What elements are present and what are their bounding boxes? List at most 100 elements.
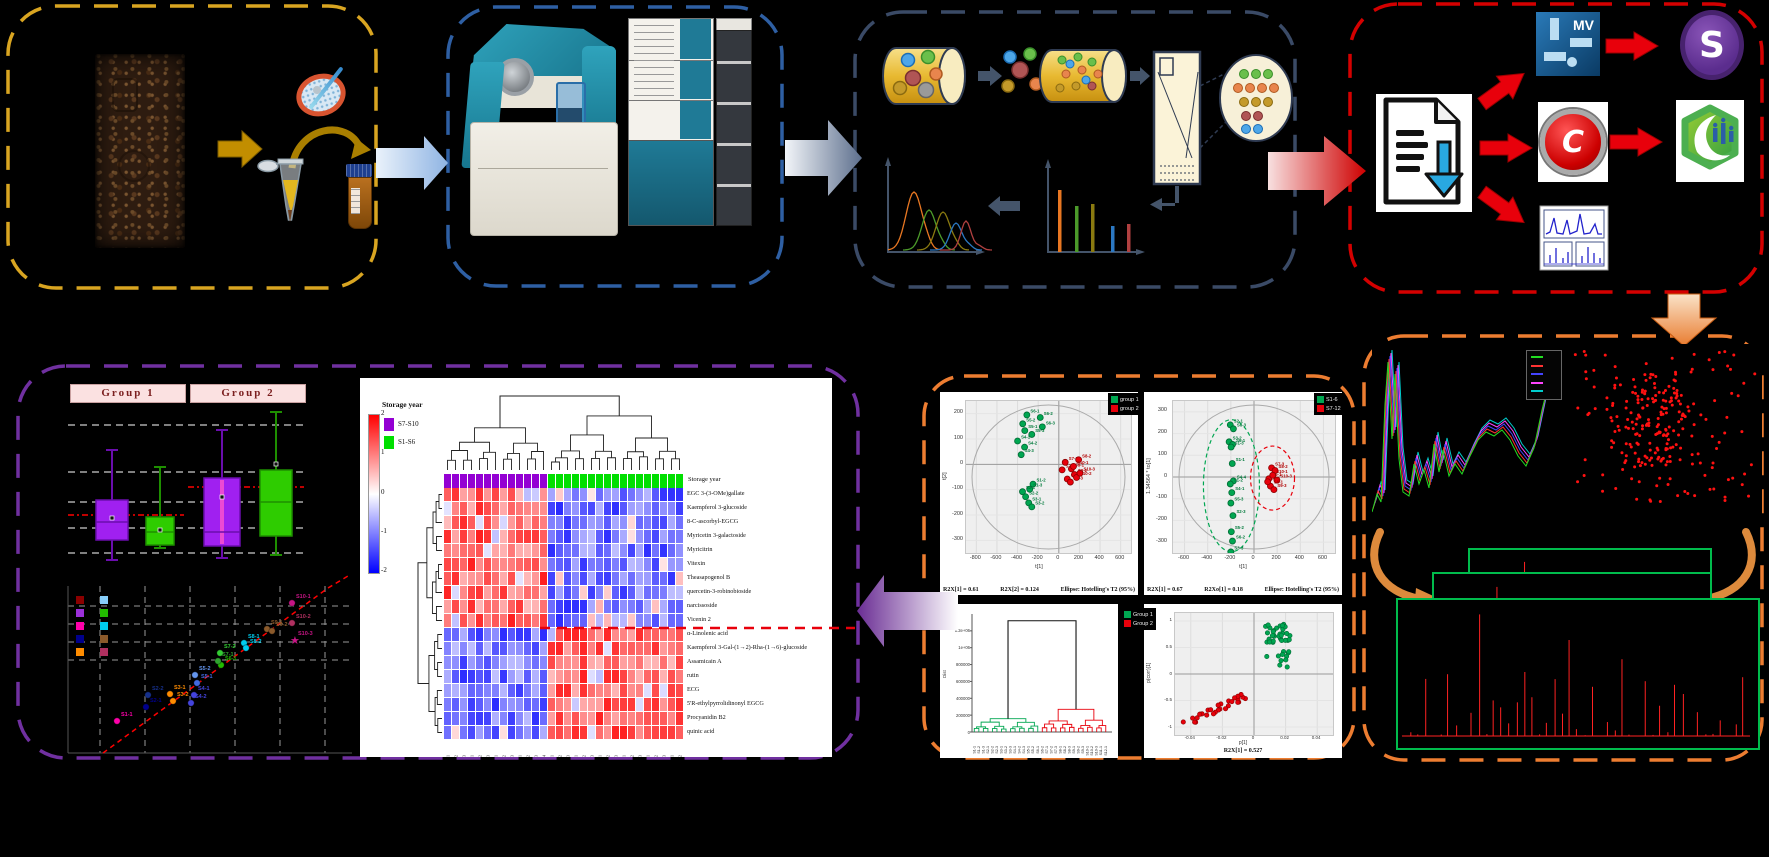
- hm-cell: [468, 712, 475, 725]
- hm-cell: [628, 726, 635, 739]
- hm-cell: [508, 488, 515, 501]
- hm-cell: [628, 558, 635, 571]
- hm-cell: [580, 670, 587, 683]
- hm-cell: [444, 544, 451, 557]
- splot-x-tick: -0.02: [1216, 735, 1227, 740]
- hm-cell: [580, 488, 587, 501]
- hm-cell: [628, 670, 635, 683]
- hm-cell: [580, 656, 587, 669]
- hm-cell: [660, 586, 667, 599]
- hm-cell: [524, 600, 531, 613]
- svg-text:S9-3: S9-3: [510, 755, 515, 757]
- svg-text:S1-2: S1-2: [1234, 477, 1244, 482]
- sample-label: S4-1: [198, 686, 210, 692]
- hm-cell: [604, 572, 611, 585]
- hm-cell: [596, 502, 603, 515]
- hm-cell: [668, 586, 675, 599]
- hm-cell: [668, 572, 675, 585]
- hm-cell: [596, 698, 603, 711]
- hm-cell: [540, 698, 547, 711]
- hm-cell: [484, 600, 491, 613]
- arrow-cd-to-metaboanalyst: [1609, 127, 1663, 157]
- svg-text:S1-1: S1-1: [1236, 457, 1246, 462]
- hm-cell: [492, 642, 499, 655]
- hm-cell: [572, 502, 579, 515]
- sample-label: S7-2: [224, 644, 236, 650]
- x-tick: -200: [1031, 555, 1043, 561]
- hm-cell: [508, 712, 515, 725]
- hm-cell: [484, 656, 491, 669]
- svg-text:S7-1: S7-1: [1045, 746, 1049, 754]
- hm-cell: [628, 656, 635, 669]
- dendro-y-tick: 400000: [956, 695, 970, 701]
- box-multivariate: [922, 374, 1356, 760]
- hm-cell: [588, 516, 595, 529]
- svg-text:S4-2: S4-2: [1018, 746, 1022, 754]
- hm-cell: [580, 558, 587, 571]
- hm-row-label: Kaempferol 3-glucoside: [687, 504, 747, 511]
- splot-x-tick: -0.04: [1184, 735, 1195, 740]
- hm-cell: [676, 530, 683, 543]
- scale-tick: 2: [381, 409, 385, 417]
- hm-cell: [628, 488, 635, 501]
- hm-cell: [572, 698, 579, 711]
- hm-cell: [508, 502, 515, 515]
- y-tick: -200: [951, 510, 963, 517]
- hm-cell: [676, 726, 683, 739]
- hm-cell: [620, 586, 627, 599]
- svg-text:S10-3: S10-3: [1083, 467, 1095, 472]
- mass-spectrometer: [461, 18, 622, 240]
- hm-cell: [668, 684, 675, 697]
- hm-cell: [516, 558, 523, 571]
- hm-cell: [668, 628, 675, 641]
- hm-cell: [524, 572, 531, 585]
- hm-cell: [580, 586, 587, 599]
- lc-pump-module: [628, 140, 714, 226]
- hm-cell: [612, 502, 619, 515]
- hm-cell: [612, 712, 619, 725]
- annotation-cell: [540, 474, 547, 488]
- hm-cell: [564, 600, 571, 613]
- hm-cell: [644, 614, 651, 627]
- hm-cell: [580, 698, 587, 711]
- hm-cell: [588, 628, 595, 641]
- hm-cell: [460, 684, 467, 697]
- hm-cell: [668, 516, 675, 529]
- svg-text:S10-2: S10-2: [1090, 746, 1094, 756]
- hm-cell: [484, 502, 491, 515]
- dendrogram-art: S1-1 S1-2 S1-3 S2-1 S2-2 S2-3 S3-1 S3-2 S3-3 S4-1…: [970, 614, 1112, 756]
- hm-cell: [604, 712, 611, 725]
- hm-cell: [548, 698, 555, 711]
- ms-cabinet: [470, 122, 618, 236]
- hm-cell: [444, 488, 451, 501]
- hm-cell: [620, 642, 627, 655]
- arrow-doc-to-markerview: [1473, 61, 1533, 116]
- hm-cell: [444, 656, 451, 669]
- hm-cell: [596, 586, 603, 599]
- x-tick: -600: [1178, 555, 1190, 561]
- hm-cell: [548, 712, 555, 725]
- hm-cell: [676, 572, 683, 585]
- tea-brick-mark: [118, 150, 150, 182]
- hm-cell: [676, 586, 683, 599]
- dendro-y-tick: 600000: [956, 678, 970, 684]
- hm-cell: [628, 614, 635, 627]
- hm-cell: [668, 614, 675, 627]
- hm-cell: [444, 516, 451, 529]
- hm-cell: [524, 670, 531, 683]
- hm-cell: [660, 642, 667, 655]
- hm-cell: [644, 712, 651, 725]
- hm-cell: [484, 698, 491, 711]
- hm-row-label: quinic acid: [687, 728, 715, 735]
- hm-cell: [556, 516, 563, 529]
- hm-cell: [476, 642, 483, 655]
- svg-text:S5-3: S5-3: [1234, 497, 1244, 502]
- hm-cell: [460, 530, 467, 543]
- svg-text:S10-4: S10-4: [542, 755, 547, 757]
- hm-cell: [548, 544, 555, 557]
- hm-cell: [540, 600, 547, 613]
- hm-cell: [532, 684, 539, 697]
- dendro-y-tick: 0: [967, 729, 970, 735]
- metaboanalyst-icon: [1676, 100, 1744, 182]
- hm-cell: [596, 712, 603, 725]
